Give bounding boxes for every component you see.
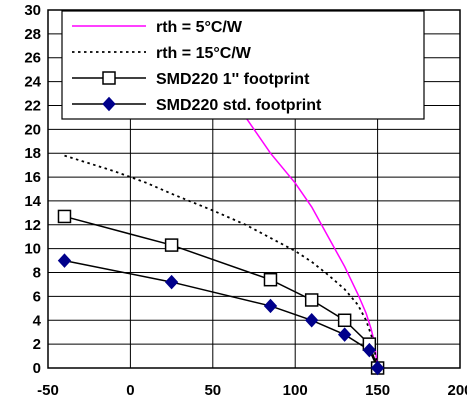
legend: rth = 5°C/W rth = 15°C/W SMD220 1'' footpr… (61, 10, 425, 120)
y-tick-label: 24 (24, 74, 41, 91)
y-tick-label: 20 (24, 121, 41, 138)
data-point-diamond (370, 360, 385, 376)
data-point-diamond (337, 327, 352, 342)
y-tick-label: 12 (24, 217, 41, 234)
data-point-diamond (362, 342, 377, 358)
legend-label-3: SMD220 std. footprint (156, 97, 322, 114)
y-tick-label: 22 (24, 97, 41, 114)
y-tick-label: 28 (24, 26, 41, 43)
x-tick-label: 150 (365, 382, 390, 399)
data-point-square (263, 272, 278, 287)
data-point-square (57, 209, 72, 224)
data-point-diamond (102, 96, 116, 112)
x-tick-label: 50 (204, 382, 221, 399)
y-tick-label: 0 (33, 360, 41, 377)
y-tick-label: 16 (24, 169, 41, 186)
y-tick-label: 2 (33, 336, 41, 353)
x-tick-label: 100 (283, 382, 308, 399)
y-tick-label: 8 (33, 265, 41, 282)
y-tick-label: 4 (33, 312, 42, 329)
legend-label-1: rth = 15°C/W (156, 45, 252, 62)
y-tick-label: 26 (24, 50, 41, 67)
x-tick-label: 200 (447, 382, 467, 399)
x-tick-label: 0 (126, 382, 134, 399)
data-point-square (337, 313, 352, 328)
data-point-square (164, 238, 179, 252)
x-tick-label: -50 (37, 382, 59, 399)
y-tick-label: 6 (33, 288, 41, 305)
legend-label-2: SMD220 1'' footprint (156, 71, 310, 88)
data-point-square (304, 293, 319, 307)
data-point-diamond (304, 313, 319, 328)
data-point-diamond (57, 253, 72, 268)
legend-label-0: rth = 5°C/W (156, 19, 243, 36)
data-point-diamond (164, 274, 179, 290)
x-axis-tick-labels: -50 0 50 100 150 200 (37, 382, 467, 399)
legend-box (61, 10, 425, 120)
y-tick-label: 18 (24, 145, 41, 162)
data-point-square (102, 71, 116, 85)
y-tick-label: 14 (24, 193, 41, 210)
data-point-diamond (263, 298, 278, 314)
y-tick-label: 10 (24, 241, 41, 258)
y-tick-label: 30 (24, 2, 41, 19)
